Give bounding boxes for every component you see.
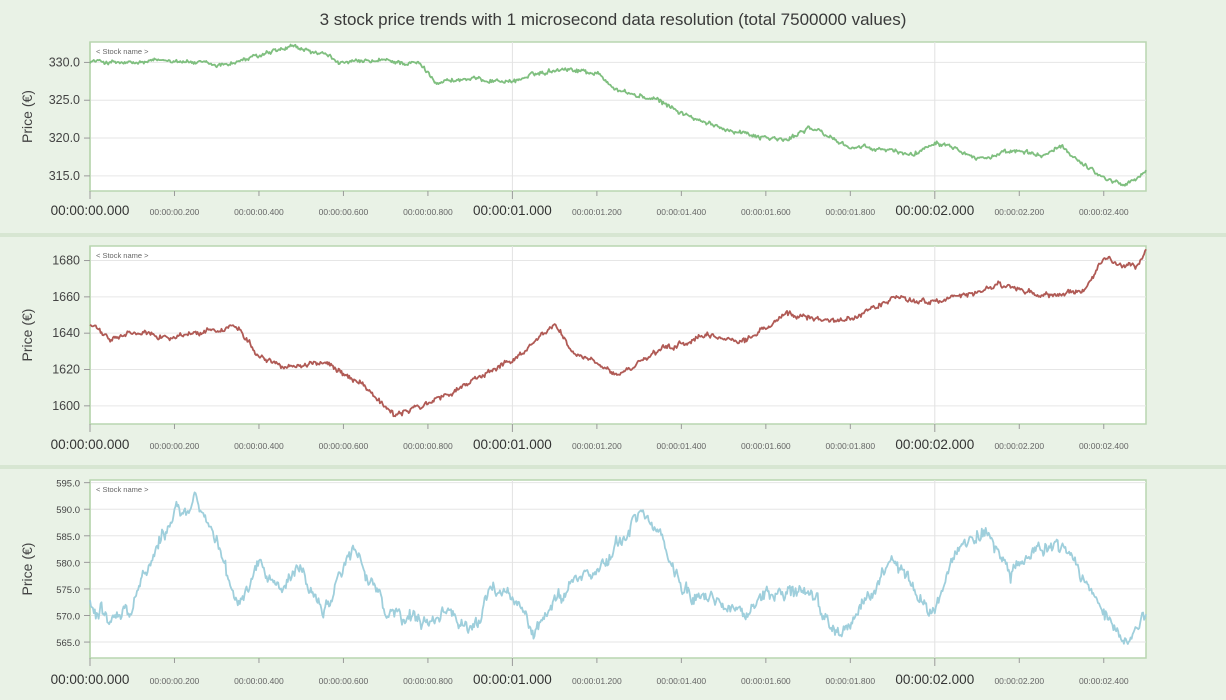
y-tick-label: 595.0 <box>56 479 80 490</box>
x-tick-label: 00:00:00.400 <box>234 676 284 686</box>
y-tick-label: 1640 <box>52 326 80 340</box>
y-tick-label: 590.0 <box>56 505 80 516</box>
chart-panel-2: 1600 1620 1640 1660 1680 Price (€) 00:00:00.00… <box>19 245 1147 452</box>
plot-area <box>89 479 1147 659</box>
x-tick-label: 00:00:01.200 <box>572 676 622 686</box>
y-tick-label: 585.0 <box>56 532 80 543</box>
legend-entry: < Stock name > <box>96 485 149 494</box>
x-tick-label: 00:00:00.200 <box>150 441 200 451</box>
x-tick-label: 00:00:00.000 <box>51 203 130 218</box>
x-tick-label: 00:00:00.400 <box>234 207 284 217</box>
y-tick-label: 330.0 <box>49 55 80 69</box>
series-line <box>89 43 1147 187</box>
panel-divider <box>0 465 1226 469</box>
x-tick-label: 00:00:01.800 <box>825 207 875 217</box>
y-tick-label: 1620 <box>52 363 80 377</box>
x-tick-label: 00:00:01.600 <box>741 441 791 451</box>
y-axis-title: Price (€) <box>19 90 35 143</box>
plot-area <box>89 41 1147 192</box>
chart-title: 3 stock price trends with 1 microsecond … <box>319 10 907 29</box>
x-tick-label: 00:00:01.800 <box>825 676 875 686</box>
x-tick-label: 00:00:01.800 <box>825 441 875 451</box>
y-axis-title: Price (€) <box>19 309 35 362</box>
x-tick-label: 00:00:01.000 <box>473 203 552 218</box>
y-tick-label: 575.0 <box>56 585 80 596</box>
x-tick-label: 00:00:01.600 <box>741 207 791 217</box>
x-tick-label: 00:00:00.200 <box>150 676 200 686</box>
x-tick-label: 00:00:02.000 <box>895 437 974 452</box>
y-tick-label: 570.0 <box>56 611 80 622</box>
x-tick-label: 00:00:01.000 <box>473 437 552 452</box>
x-tick-label: 00:00:01.400 <box>657 207 707 217</box>
x-tick-label: 00:00:00.600 <box>319 676 369 686</box>
x-tick-label: 00:00:01.600 <box>741 676 791 686</box>
x-tick-label: 00:00:01.400 <box>657 676 707 686</box>
x-tick-label: 00:00:01.200 <box>572 441 622 451</box>
y-tick-label: 315.0 <box>49 169 80 183</box>
chart-panel-3: 565.0 570.0 575.0 580.0 585.0 590.0 595.0 Price… <box>19 479 1147 687</box>
plot-area <box>89 245 1147 425</box>
x-tick-label: 00:00:01.400 <box>657 441 707 451</box>
y-tick-label: 325.0 <box>49 93 80 107</box>
y-tick-label: 1660 <box>52 290 80 304</box>
x-tick-label: 00:00:02.400 <box>1079 676 1129 686</box>
x-tick-label: 00:00:02.200 <box>994 441 1044 451</box>
x-tick-label: 00:00:00.600 <box>319 207 369 217</box>
x-tick-label: 00:00:00.000 <box>51 437 130 452</box>
x-tick-label: 00:00:02.200 <box>994 676 1044 686</box>
x-tick-label: 00:00:02.200 <box>994 207 1044 217</box>
x-tick-label: 00:00:00.800 <box>403 207 453 217</box>
x-tick-label: 00:00:00.000 <box>51 672 130 687</box>
x-tick-label: 00:00:01.000 <box>473 672 552 687</box>
x-tick-label: 00:00:02.000 <box>895 672 974 687</box>
legend-entry: < Stock name > <box>96 251 149 260</box>
y-tick-label: 320.0 <box>49 131 80 145</box>
chart-panel-1: 315.0 320.0 325.0 330.0 Price (€) 00:00:00.00… <box>19 41 1147 218</box>
x-tick-label: 00:00:01.200 <box>572 207 622 217</box>
x-tick-label: 00:00:00.400 <box>234 441 284 451</box>
y-tick-label: 1680 <box>52 254 80 268</box>
series-line <box>89 491 1147 645</box>
x-tick-label: 00:00:00.800 <box>403 676 453 686</box>
legend-entry: < Stock name > <box>96 47 149 56</box>
panel-divider <box>0 233 1226 237</box>
x-tick-label: 00:00:00.800 <box>403 441 453 451</box>
series-line <box>89 248 1147 418</box>
y-tick-label: 1600 <box>52 399 80 413</box>
x-tick-label: 00:00:02.400 <box>1079 441 1129 451</box>
x-tick-label: 00:00:02.000 <box>895 203 974 218</box>
y-axis-title: Price (€) <box>19 543 35 596</box>
y-tick-label: 580.0 <box>56 558 80 569</box>
x-tick-label: 00:00:00.600 <box>319 441 369 451</box>
x-tick-label: 00:00:00.200 <box>150 207 200 217</box>
y-tick-label: 565.0 <box>56 638 80 649</box>
x-tick-label: 00:00:02.400 <box>1079 207 1129 217</box>
